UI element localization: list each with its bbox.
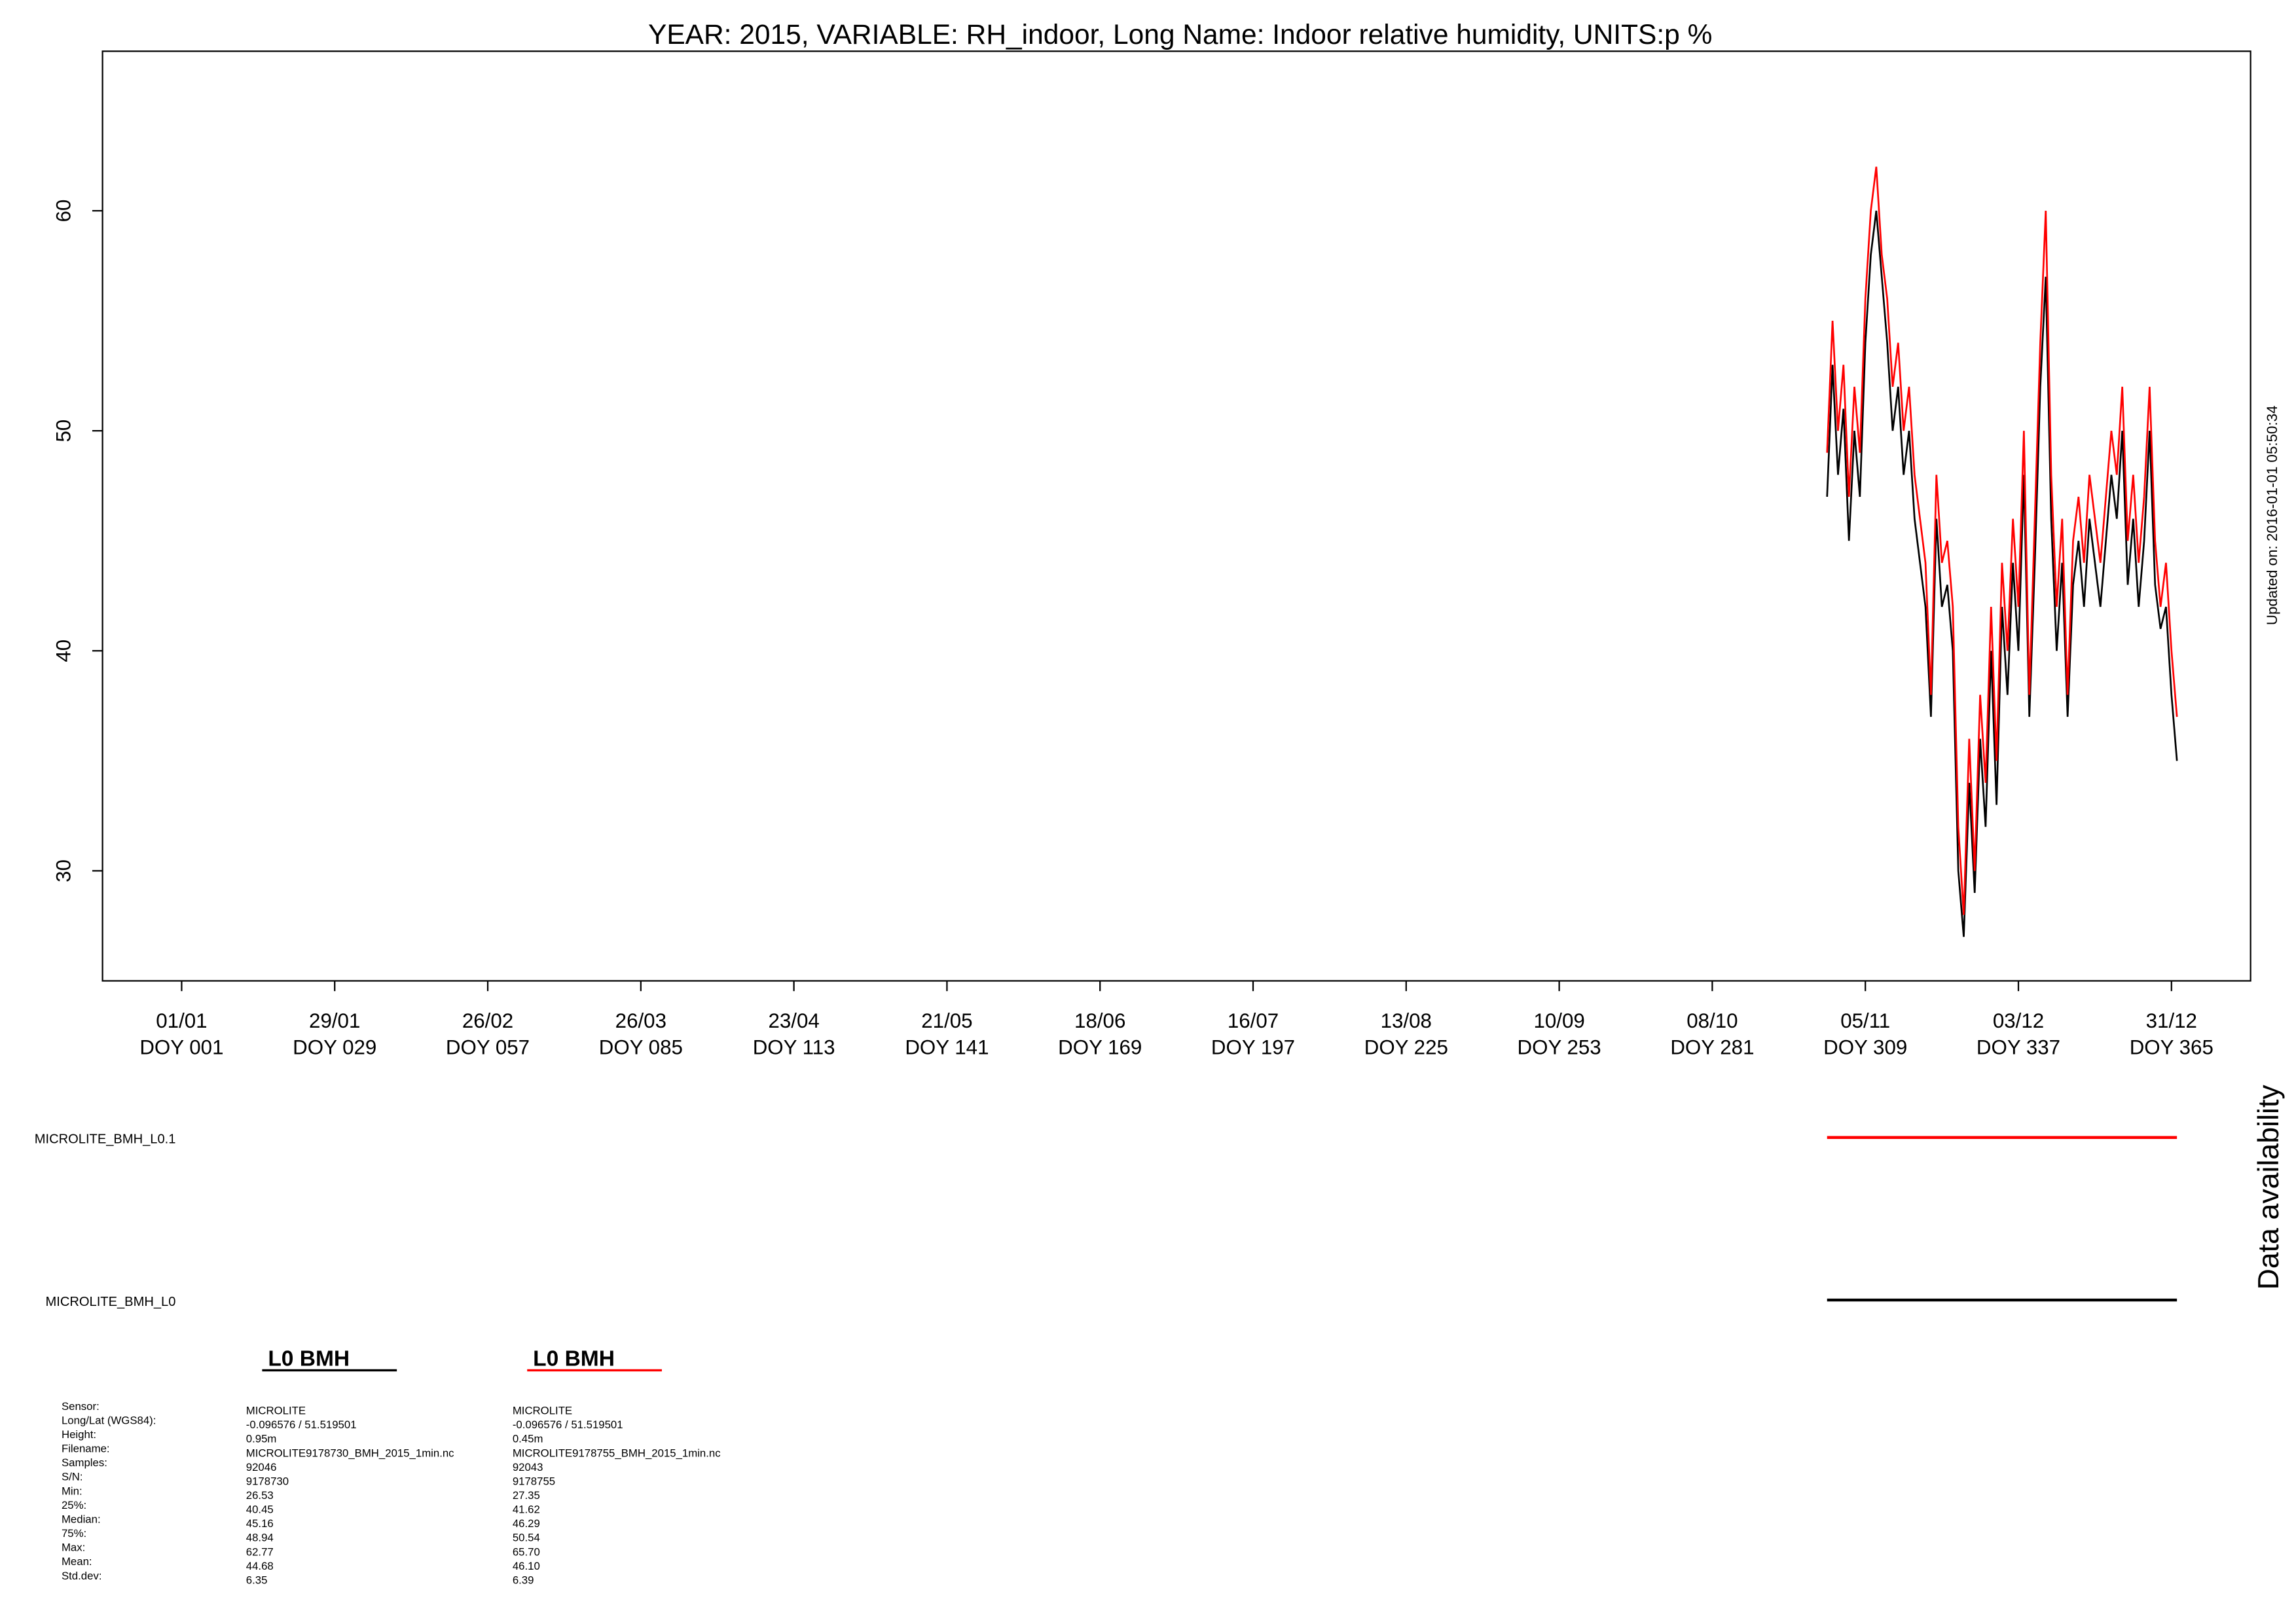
stats-value: 6.39 <box>513 1574 534 1586</box>
stats-label: S/N: <box>62 1471 83 1483</box>
stats-value: -0.096576 / 51.519501 <box>513 1418 623 1431</box>
series-line <box>1826 166 2178 915</box>
y-tick-label: 60 <box>52 200 75 223</box>
x-tick-doy: DOY 365 <box>2130 1036 2214 1058</box>
x-tick-doy: DOY 001 <box>139 1036 223 1058</box>
x-tick-label: 16/07 <box>1228 1009 1279 1032</box>
stats-value: 41.62 <box>513 1504 540 1516</box>
chart-title: YEAR: 2015, VARIABLE: RH_indoor, Long Na… <box>648 20 1712 50</box>
stats-value: 9178755 <box>513 1475 555 1487</box>
stats-value: 0.95m <box>246 1433 277 1445</box>
x-tick-label: 23/04 <box>768 1009 819 1032</box>
x-tick-doy: DOY 141 <box>905 1036 989 1058</box>
stats-value: 26.53 <box>246 1489 274 1502</box>
x-tick-doy: DOY 113 <box>753 1036 835 1058</box>
stats-label: Sensor: <box>62 1400 100 1413</box>
stats-value: 50.54 <box>513 1532 540 1544</box>
stats-header: L0 BMH <box>268 1347 350 1371</box>
stats-value: 44.68 <box>246 1560 274 1572</box>
x-tick-doy: DOY 169 <box>1058 1036 1142 1058</box>
x-tick-doy: DOY 337 <box>1977 1036 2060 1058</box>
x-tick-doy: DOY 281 <box>1670 1036 1754 1058</box>
stats-label: Samples: <box>62 1456 107 1469</box>
stats-label: Filename: <box>62 1443 110 1455</box>
stats-label: Min: <box>62 1485 82 1497</box>
stats-header: L0 BMH <box>533 1347 615 1371</box>
stats-label: Long/Lat (WGS84): <box>62 1414 156 1426</box>
stats-value: MICROLITE <box>246 1405 306 1417</box>
stats-label: Std.dev: <box>62 1570 102 1582</box>
availability-label: MICROLITE_BMH_L0.1 <box>35 1132 176 1147</box>
updated-note: Updated on: 2016-01-01 05:50:34 <box>2264 405 2280 625</box>
x-tick-label: 26/03 <box>615 1009 666 1032</box>
stats-value: 6.35 <box>246 1574 268 1586</box>
x-tick-label: 29/01 <box>309 1009 360 1032</box>
y-tick-label: 30 <box>52 859 75 882</box>
stats-value: MICROLITE9178755_BMH_2015_1min.nc <box>513 1447 721 1459</box>
stats-value: MICROLITE9178730_BMH_2015_1min.nc <box>246 1447 454 1459</box>
stats-value: 92046 <box>246 1461 277 1473</box>
stats-value: 46.29 <box>513 1517 540 1530</box>
x-tick-doy: DOY 085 <box>599 1036 683 1058</box>
y-tick-label: 50 <box>52 420 75 442</box>
stats-label: 75%: <box>62 1527 86 1540</box>
stats-label: Height: <box>62 1428 96 1441</box>
stats-value: -0.096576 / 51.519501 <box>246 1418 357 1431</box>
x-tick-doy: DOY 225 <box>1364 1036 1448 1058</box>
x-tick-doy: DOY 057 <box>446 1036 530 1058</box>
x-tick-label: 05/11 <box>1840 1009 1890 1032</box>
availability-title: Data availability <box>2253 1085 2285 1290</box>
x-tick-label: 08/10 <box>1686 1009 1738 1032</box>
stats-value: 46.10 <box>513 1560 540 1572</box>
stats-value: 62.77 <box>246 1545 274 1558</box>
x-tick-label: 21/05 <box>921 1009 972 1032</box>
x-tick-label: 03/12 <box>1993 1009 2044 1032</box>
y-tick-label: 40 <box>52 640 75 662</box>
plot-frame <box>101 50 2251 982</box>
stats-value: 48.94 <box>246 1532 274 1544</box>
x-tick-doy: DOY 253 <box>1518 1036 1601 1058</box>
stats-label: Mean: <box>62 1555 92 1568</box>
series-line <box>1826 210 2178 937</box>
stats-value: 9178730 <box>246 1475 289 1487</box>
x-tick-label: 31/12 <box>2146 1009 2197 1032</box>
stats-value: 40.45 <box>246 1504 274 1516</box>
stats-label: Median: <box>62 1513 101 1525</box>
x-tick-doy: DOY 309 <box>1823 1036 1907 1058</box>
stats-value: 65.70 <box>513 1545 540 1558</box>
stats-label: Max: <box>62 1542 85 1554</box>
stats-value: 27.35 <box>513 1489 540 1502</box>
stats-value: 92043 <box>513 1461 543 1473</box>
x-tick-label: 26/02 <box>462 1009 513 1032</box>
x-tick-label: 10/09 <box>1533 1009 1584 1032</box>
stats-value: 45.16 <box>246 1517 274 1530</box>
stats-value: MICROLITE <box>513 1405 572 1417</box>
stats-value: 0.45m <box>513 1433 543 1445</box>
x-tick-doy: DOY 029 <box>293 1036 376 1058</box>
availability-label: MICROLITE_BMH_L0 <box>46 1295 176 1309</box>
x-tick-doy: DOY 197 <box>1211 1036 1295 1058</box>
stats-label: 25%: <box>62 1499 86 1511</box>
x-tick-label: 13/08 <box>1381 1009 1432 1032</box>
x-tick-label: 18/06 <box>1074 1009 1125 1032</box>
x-tick-label: 01/01 <box>156 1009 207 1032</box>
